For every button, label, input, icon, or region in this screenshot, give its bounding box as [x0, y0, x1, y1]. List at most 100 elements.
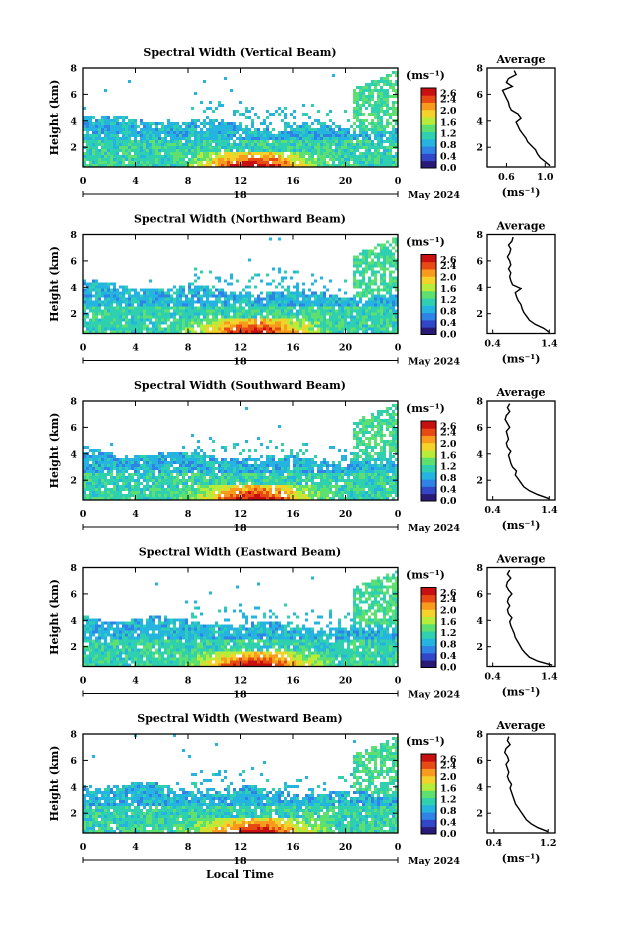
- heatmap-cell: [251, 476, 254, 479]
- heatmap-cell: [179, 146, 182, 149]
- heatmap-cell: [236, 161, 239, 164]
- heatmap-cell: [383, 470, 386, 473]
- heatmap-cell: [347, 482, 350, 485]
- heatmap-cell: [137, 497, 140, 500]
- heatmap-cell: [395, 258, 398, 262]
- heatmap-cell: [194, 488, 197, 491]
- heatmap-cell: [293, 479, 296, 482]
- heatmap-cell: [143, 140, 146, 143]
- heatmap-cell: [365, 152, 368, 155]
- heatmap-cell: [161, 303, 164, 307]
- heatmap-cell: [107, 306, 110, 310]
- heatmap-cell: [341, 318, 344, 322]
- heatmap-cell: [161, 473, 164, 476]
- heatmap-cell: [128, 294, 131, 298]
- heatmap-cell: [242, 152, 245, 155]
- heatmap-cell: [116, 491, 119, 494]
- heatmap-cell: [245, 125, 248, 128]
- heatmap-cell: [392, 264, 395, 268]
- heatmap-cell: [302, 146, 305, 149]
- heatmap-cell: [353, 324, 356, 328]
- x-tick-label: 0: [80, 343, 87, 354]
- heatmap-cell: [185, 155, 188, 158]
- heatmap-cell: [386, 315, 389, 319]
- heatmap-cell: [395, 464, 398, 467]
- heatmap-cell: [395, 249, 398, 253]
- heatmap-cell: [290, 131, 293, 134]
- heatmap-cell: [101, 455, 104, 458]
- heatmap-cell: [194, 140, 197, 143]
- heatmap-cell: [155, 494, 158, 497]
- heatmap-cell: [362, 330, 365, 334]
- heatmap-cell: [128, 330, 131, 334]
- heatmap-cell: [338, 125, 341, 128]
- heatmap-cell: [278, 291, 281, 295]
- heatmap-cell: [209, 467, 212, 470]
- heatmap-cell: [98, 291, 101, 295]
- heatmap-cell: [179, 143, 182, 146]
- heatmap-cell: [170, 297, 173, 301]
- heatmap-cell: [380, 107, 383, 110]
- heatmap-cell: [182, 494, 185, 497]
- heatmap-cell: [359, 146, 362, 149]
- heatmap-cell: [389, 95, 392, 98]
- heatmap-cell: [170, 294, 173, 298]
- heatmap-cell: [104, 473, 107, 476]
- heatmap-cell: [371, 131, 374, 134]
- heatmap-cell: [116, 149, 119, 152]
- heatmap-cell: [314, 161, 317, 164]
- heatmap-cell: [344, 321, 347, 325]
- heatmap-cell: [149, 321, 152, 325]
- heatmap-cell: [395, 74, 398, 77]
- heatmap-cell: [389, 324, 392, 328]
- heatmap-cell: [83, 458, 86, 461]
- heatmap-cell: [341, 161, 344, 164]
- heatmap-cell: [374, 252, 377, 256]
- heatmap-cell: [260, 309, 263, 313]
- heatmap-cell: [305, 297, 308, 301]
- heatmap-cell: [290, 276, 293, 280]
- heatmap-cell: [374, 485, 377, 488]
- heatmap-cell: [311, 306, 314, 310]
- heatmap-cell: [371, 267, 374, 271]
- heatmap-cell: [152, 461, 155, 464]
- heatmap-cell: [335, 125, 338, 128]
- heatmap-cell: [110, 291, 113, 295]
- x-tick-label: 0: [395, 176, 402, 187]
- heatmap-cell: [323, 330, 326, 334]
- heatmap-cell: [236, 294, 239, 298]
- heatmap-cell: [254, 476, 257, 479]
- heatmap-cell: [182, 485, 185, 488]
- heatmap-cell: [236, 324, 239, 328]
- heatmap-cell: [260, 161, 263, 164]
- heatmap-cell: [347, 488, 350, 491]
- heatmap-cell: [185, 482, 188, 485]
- heatmap-cell: [116, 137, 119, 140]
- heatmap-cell: [392, 255, 395, 259]
- heatmap-cell: [284, 458, 287, 461]
- heatmap-cell: [146, 461, 149, 464]
- heatmap-cell: [125, 131, 128, 134]
- heatmap-cell: [392, 143, 395, 146]
- heatmap-cell: [335, 467, 338, 470]
- heatmap-cell: [152, 482, 155, 485]
- heatmap-cell: [344, 488, 347, 491]
- heatmap-cell: [350, 149, 353, 152]
- heatmap-cell: [329, 300, 332, 304]
- heatmap-cell: [233, 152, 236, 155]
- heatmap-cell: [176, 491, 179, 494]
- heatmap-cell: [395, 300, 398, 304]
- heatmap-cell: [308, 318, 311, 322]
- heatmap-cell: [173, 131, 176, 134]
- heatmap-cell: [155, 312, 158, 316]
- heatmap-cell: [209, 158, 212, 161]
- heatmap-cell: [218, 309, 221, 313]
- heatmap-cell: [308, 152, 311, 155]
- heatmap-cell: [107, 134, 110, 137]
- heatmap-cell: [233, 306, 236, 310]
- heatmap-cell: [248, 294, 251, 298]
- heatmap-cell: [269, 497, 272, 500]
- heatmap-cell: [287, 309, 290, 313]
- heatmap-cell: [302, 282, 305, 286]
- heatmap-cell: [221, 485, 224, 488]
